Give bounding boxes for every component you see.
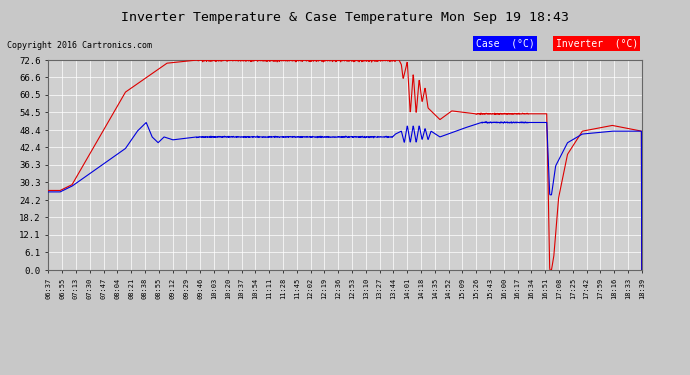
Text: Inverter Temperature & Case Temperature Mon Sep 19 18:43: Inverter Temperature & Case Temperature …: [121, 11, 569, 24]
Text: Inverter  (°C): Inverter (°C): [555, 38, 638, 48]
Text: Copyright 2016 Cartronics.com: Copyright 2016 Cartronics.com: [7, 41, 152, 50]
Text: Case  (°C): Case (°C): [475, 38, 534, 48]
